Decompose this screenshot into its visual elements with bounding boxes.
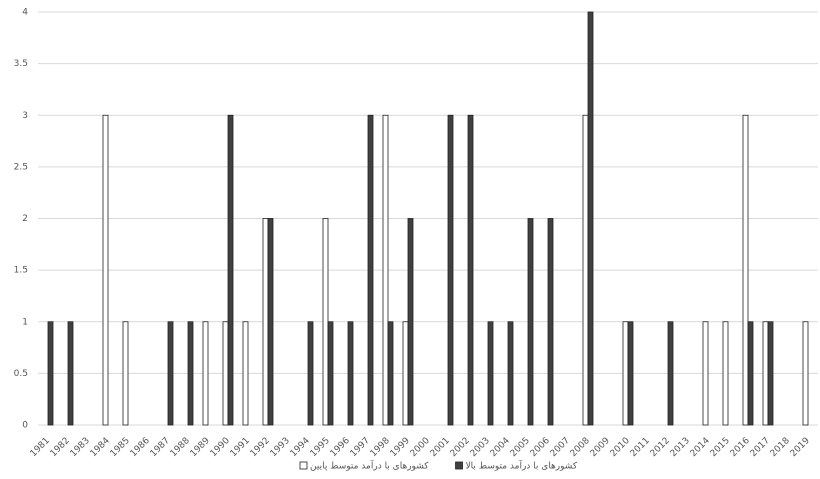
x-tick-label: 2012	[649, 436, 672, 459]
x-tick-label: 2013	[669, 436, 692, 459]
bar	[723, 322, 728, 425]
bar	[228, 115, 233, 425]
x-tick-label: 1990	[209, 436, 232, 459]
bar	[548, 219, 553, 426]
x-tick-label: 2011	[629, 436, 652, 459]
x-tick-label: 2010	[609, 436, 632, 459]
bar	[323, 219, 328, 426]
x-tick-label: 1986	[129, 436, 152, 459]
bar	[203, 322, 208, 425]
bar	[488, 322, 493, 425]
x-tick-label: 2002	[449, 436, 472, 459]
y-tick-label: 0.5	[14, 369, 28, 379]
x-tick-label: 1991	[229, 436, 252, 459]
bar	[508, 322, 513, 425]
legend-swatch	[456, 462, 463, 469]
bar	[403, 322, 408, 425]
x-tick-label: 1982	[49, 436, 72, 459]
bar	[628, 322, 633, 425]
bar	[768, 322, 773, 425]
bar	[68, 322, 73, 425]
x-tick-label: 2016	[729, 436, 752, 459]
bar	[168, 322, 173, 425]
bar	[748, 322, 753, 425]
x-tick-label: 1985	[109, 436, 132, 459]
bar	[803, 322, 808, 425]
bar	[623, 322, 628, 425]
x-tick-label: 2009	[589, 436, 612, 459]
x-tick-label: 2015	[709, 436, 732, 459]
bar	[223, 322, 228, 425]
x-tick-label: 1993	[269, 436, 292, 459]
bar	[103, 115, 108, 425]
y-tick-label: 4	[22, 8, 28, 18]
y-tick-label: 2.5	[14, 162, 28, 172]
bar	[123, 322, 128, 425]
x-tick-label: 1998	[369, 436, 392, 459]
y-tick-label: 0	[22, 421, 28, 431]
x-tick-label: 2018	[769, 436, 792, 459]
chart: 00.511.522.533.5419811982198319841985198…	[0, 0, 820, 479]
bar	[763, 322, 768, 425]
bar	[668, 322, 673, 425]
y-tick-label: 2	[22, 214, 28, 224]
x-tick-label: 2001	[429, 436, 452, 459]
x-tick-label: 1981	[29, 436, 52, 459]
x-tick-label: 1996	[329, 436, 352, 459]
x-tick-label: 2007	[549, 436, 572, 459]
x-tick-label: 2000	[409, 436, 432, 459]
legend-label: کشورهای با درآمد متوسط بالا	[466, 460, 578, 472]
x-tick-label: 2014	[689, 436, 712, 459]
x-tick-label: 2006	[529, 436, 552, 459]
bar	[703, 322, 708, 425]
bar	[188, 322, 193, 425]
legend-label: کشورهای با درآمد متوسط پایین	[310, 460, 429, 472]
x-tick-label: 1989	[189, 436, 212, 459]
bar	[388, 322, 393, 425]
bar	[328, 322, 333, 425]
bar	[743, 115, 748, 425]
x-tick-label: 1999	[389, 436, 412, 459]
bar	[528, 219, 533, 426]
y-tick-label: 1	[22, 317, 28, 327]
bar	[368, 115, 373, 425]
bar	[48, 322, 53, 425]
x-tick-label: 1995	[309, 436, 332, 459]
legend-swatch	[300, 462, 307, 469]
bar	[408, 219, 413, 426]
x-tick-label: 1994	[289, 436, 312, 459]
bar	[583, 115, 588, 425]
bar	[268, 219, 273, 426]
x-tick-label: 2004	[489, 436, 512, 459]
x-tick-label: 2003	[469, 436, 492, 459]
bar	[588, 12, 593, 425]
x-tick-label: 1997	[349, 436, 372, 459]
y-tick-label: 3.5	[14, 59, 28, 69]
y-tick-label: 3	[22, 111, 28, 121]
x-tick-label: 1987	[149, 436, 172, 459]
x-tick-label: 2008	[569, 436, 592, 459]
bar	[243, 322, 248, 425]
x-tick-label: 1988	[169, 436, 192, 459]
x-tick-label: 2005	[509, 436, 532, 459]
bar	[308, 322, 313, 425]
x-tick-label: 1984	[89, 436, 112, 459]
x-tick-label: 2017	[749, 436, 772, 459]
bar	[448, 115, 453, 425]
bar	[383, 115, 388, 425]
y-tick-label: 1.5	[14, 266, 28, 276]
bar	[348, 322, 353, 425]
x-tick-label: 1983	[69, 436, 92, 459]
bar	[468, 115, 473, 425]
bar	[263, 219, 268, 426]
x-tick-label: 2019	[789, 436, 812, 459]
x-tick-label: 1992	[249, 436, 272, 459]
